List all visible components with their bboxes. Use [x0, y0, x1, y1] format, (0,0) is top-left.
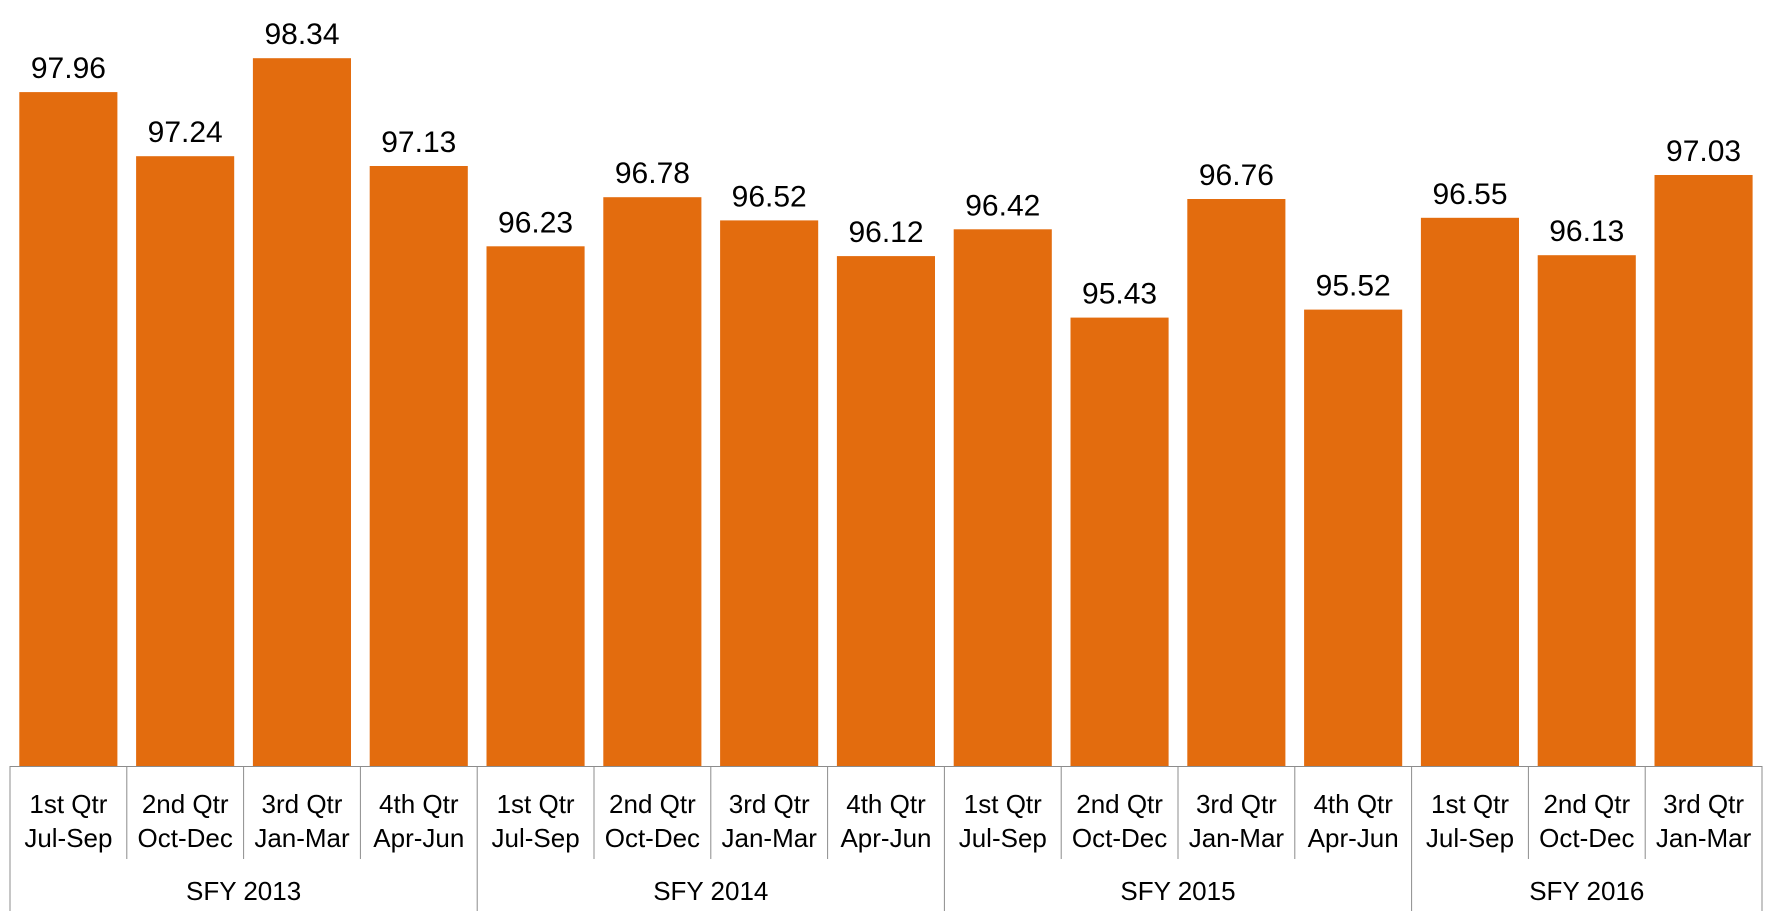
category-label: 3rd Qtr — [729, 789, 810, 819]
data-label: 96.42 — [965, 189, 1040, 222]
bar — [720, 220, 819, 766]
category-label: Oct-Dec — [1072, 823, 1167, 853]
category-label: Jan-Mar — [254, 823, 350, 853]
bar — [486, 246, 585, 767]
data-label: 96.12 — [848, 216, 923, 249]
category-label: Apr-Jun — [373, 823, 464, 853]
bar — [1304, 309, 1403, 766]
group-label: SFY 2014 — [653, 876, 768, 906]
category-label: 2nd Qtr — [609, 789, 696, 819]
bar — [1537, 255, 1636, 766]
bar — [953, 229, 1052, 767]
category-label: Jan-Mar — [1656, 823, 1752, 853]
bar — [19, 92, 118, 767]
bar — [1654, 175, 1753, 766]
category-label: 2nd Qtr — [1076, 789, 1163, 819]
category-label: 3rd Qtr — [1663, 789, 1744, 819]
group-label: SFY 2016 — [1529, 876, 1644, 906]
bar — [136, 156, 235, 766]
data-label: 97.96 — [31, 52, 106, 85]
category-label: 3rd Qtr — [262, 789, 343, 819]
category-label: 4th Qtr — [1313, 789, 1393, 819]
data-label: 97.03 — [1666, 135, 1741, 168]
category-label: Oct-Dec — [605, 823, 700, 853]
category-label: 3rd Qtr — [1196, 789, 1277, 819]
category-label: Oct-Dec — [1539, 823, 1634, 853]
data-label: 96.52 — [732, 180, 807, 213]
category-label: Jan-Mar — [722, 823, 818, 853]
category-label: 4th Qtr — [846, 789, 926, 819]
group-label: SFY 2015 — [1120, 876, 1235, 906]
category-label: 1st Qtr — [964, 789, 1042, 819]
data-label: 97.13 — [381, 126, 456, 159]
bar — [836, 256, 935, 766]
bar — [603, 197, 702, 766]
category-label: 1st Qtr — [29, 789, 107, 819]
bar — [1420, 217, 1519, 767]
category-label: Jul-Sep — [1426, 823, 1514, 853]
data-label: 95.43 — [1082, 278, 1157, 311]
category-label: Apr-Jun — [840, 823, 931, 853]
category-label: Oct-Dec — [138, 823, 233, 853]
data-label: 96.23 — [498, 206, 573, 239]
data-label: 98.34 — [264, 18, 339, 51]
group-label: SFY 2013 — [186, 876, 301, 906]
data-label: 96.78 — [615, 157, 690, 190]
category-label: Apr-Jun — [1308, 823, 1399, 853]
category-label: 1st Qtr — [1431, 789, 1509, 819]
data-label: 96.13 — [1549, 215, 1624, 248]
bar — [1187, 199, 1286, 766]
category-label: Jul-Sep — [492, 823, 580, 853]
data-label: 96.55 — [1432, 178, 1507, 211]
category-label: Jul-Sep — [24, 823, 112, 853]
bar — [369, 166, 468, 766]
data-label: 96.76 — [1199, 159, 1274, 192]
category-label: 4th Qtr — [379, 789, 459, 819]
category-label: Jan-Mar — [1189, 823, 1285, 853]
data-label: 95.52 — [1316, 270, 1391, 303]
bar — [252, 58, 351, 766]
bar — [1070, 317, 1169, 766]
category-label: 1st Qtr — [497, 789, 575, 819]
category-label: 2nd Qtr — [142, 789, 229, 819]
data-label: 97.24 — [148, 116, 223, 149]
category-label: 2nd Qtr — [1543, 789, 1630, 819]
category-label: Jul-Sep — [959, 823, 1047, 853]
